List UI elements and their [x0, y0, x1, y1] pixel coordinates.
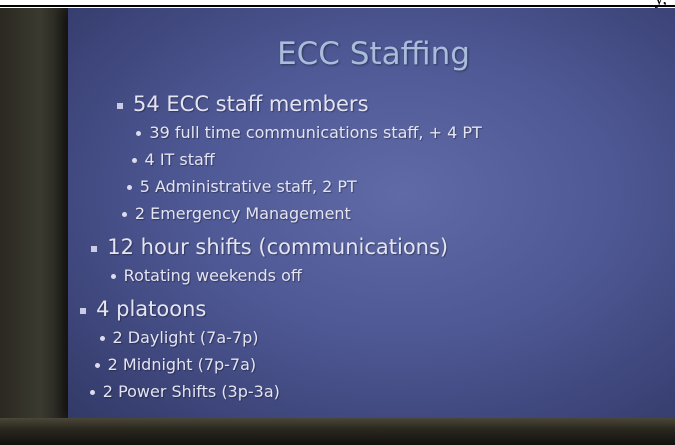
bullet-square — [91, 246, 97, 252]
bullet-dot — [90, 390, 95, 395]
bullet-square — [117, 103, 123, 109]
sub-bullet-text: 39 full time communications staff, + 4 P… — [149, 123, 481, 142]
sub-bullet-text: Rotating weekends off — [124, 266, 302, 285]
sub-bullet-text: 5 Administrative staff, 2 PT — [140, 177, 357, 196]
bullet-dot — [100, 336, 105, 341]
bullet-dot — [132, 158, 137, 163]
bullet-dot — [127, 185, 132, 190]
bullet-dot — [122, 212, 127, 217]
floor — [0, 418, 675, 445]
bullet-text: 54 ECC staff members — [133, 92, 369, 116]
sub-bullet-text: 2 Power Shifts (3p-3a) — [103, 382, 280, 401]
sub-bullet-text: 2 Emergency Management — [135, 204, 351, 223]
bullet-square — [80, 308, 86, 314]
bullet-text: 12 hour shifts (communications) — [107, 235, 448, 259]
slide-title: ECC Staffing — [70, 36, 675, 72]
bullet-text: 4 platoons — [96, 297, 206, 321]
bullet-dot — [111, 274, 116, 279]
photo-stage — [0, 8, 675, 445]
sub-bullet-text: 2 Midnight (7p-7a) — [108, 355, 257, 374]
page: y, ECC Staffing (() => { const data = JS… — [0, 0, 675, 445]
sub-bullet-text: 2 Daylight (7a-7p) — [113, 328, 259, 347]
rule-line — [0, 5, 675, 7]
sub-bullet-text: 4 IT staff — [145, 150, 215, 169]
bullet-dot — [95, 363, 100, 368]
